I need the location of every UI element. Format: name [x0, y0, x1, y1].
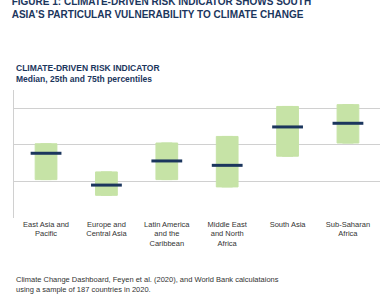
svg-text:Latin Americaand theCaribbean: Latin Americaand theCaribbean: [144, 220, 190, 249]
svg-text:Climate Change Dashboard, Feye: Climate Change Dashboard, Feyen et al. (…: [16, 275, 279, 294]
svg-text:South Asia: South Asia: [270, 220, 307, 229]
svg-text:Sub-SaharanAfrica: Sub-SaharanAfrica: [326, 220, 370, 239]
svg-text:Middle Eastand NorthAfrica: Middle Eastand NorthAfrica: [208, 220, 248, 249]
svg-text:FIGURE 1: CLIMATE-DRIVEN RISK: FIGURE 1: CLIMATE-DRIVEN RISK INDICATOR …: [12, 0, 311, 20]
svg-text:East Asia andPacific: East Asia andPacific: [23, 220, 69, 239]
svg-text:CLIMATE-DRIVEN RISK INDICATORM: CLIMATE-DRIVEN RISK INDICATORMedian, 25t…: [16, 63, 160, 84]
svg-text:Europe andCentral Asia: Europe andCentral Asia: [86, 220, 127, 239]
